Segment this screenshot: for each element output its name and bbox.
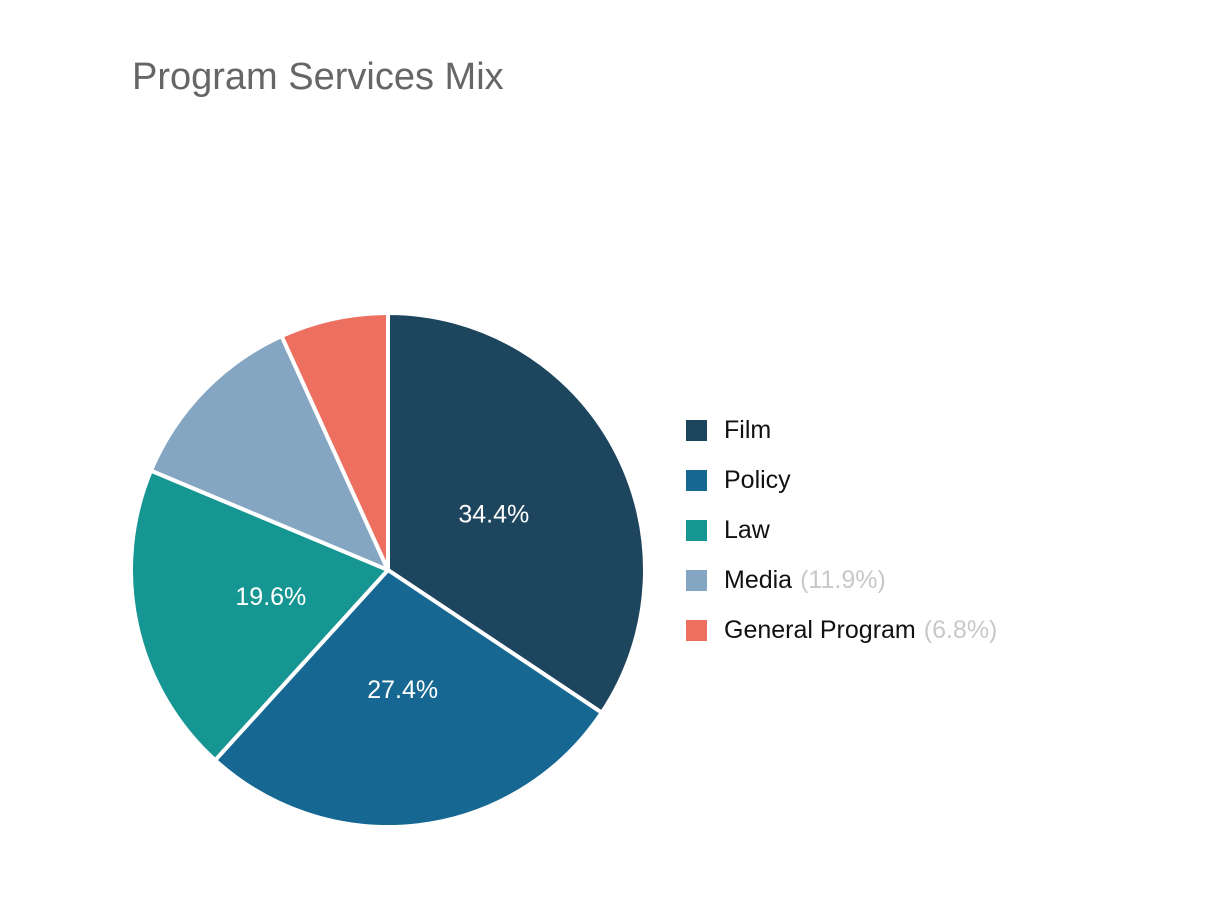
legend-percent: (6.8%)	[923, 615, 998, 644]
legend-label: Film	[724, 415, 772, 444]
legend-swatch	[686, 619, 707, 641]
legend-label: General Program	[724, 615, 916, 644]
legend-label: Policy	[724, 465, 791, 494]
legend-label: Law	[724, 515, 770, 544]
data-label: 27.4%	[367, 676, 438, 704]
legend: Film Policy Law Media (11.9%) General Program…	[686, 405, 997, 655]
pie-slice-media[interactable]	[148, 334, 390, 572]
legend-swatch	[686, 569, 707, 591]
legend-swatch	[686, 519, 707, 541]
legend-label: Media	[724, 565, 793, 594]
legend-swatch	[686, 419, 707, 441]
legend-percent: (11.9%)	[800, 565, 886, 594]
pie-slice-law[interactable]	[129, 468, 390, 763]
data-label: 19.6%	[235, 583, 306, 611]
legend-item[interactable]: Policy	[686, 455, 997, 505]
legend-swatch	[686, 469, 707, 491]
legend-item[interactable]: Film	[686, 405, 997, 455]
legend-item[interactable]: Law	[686, 505, 997, 555]
chart-title: Program Services Mix	[132, 56, 504, 98]
data-label: 34.4%	[458, 500, 529, 528]
pie-slice-policy[interactable]	[213, 568, 604, 829]
legend-item[interactable]: Media (11.9%)	[686, 555, 997, 605]
legend-item[interactable]: General Program (6.8%)	[686, 605, 997, 655]
pie-slice-general-program[interactable]	[279, 311, 390, 572]
